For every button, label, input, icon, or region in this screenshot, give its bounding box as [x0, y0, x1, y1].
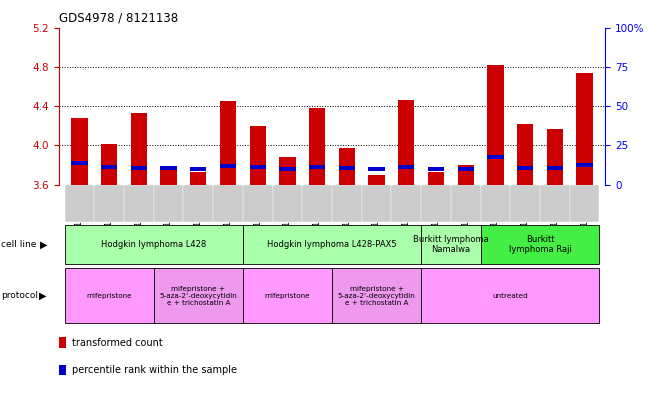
Bar [249, 126, 266, 185]
Bar [124, 185, 154, 222]
Bar [540, 185, 570, 222]
Bar [160, 170, 176, 185]
Text: untreated: untreated [492, 293, 528, 299]
Text: percentile rank within the sample: percentile rank within the sample [72, 365, 236, 375]
Bar [547, 166, 563, 170]
Bar [273, 185, 302, 222]
Bar [64, 185, 94, 222]
Bar [243, 185, 273, 222]
Bar [309, 165, 326, 169]
Text: ▶: ▶ [40, 240, 48, 250]
Bar [94, 185, 124, 222]
Bar [279, 157, 296, 185]
Bar [488, 156, 504, 159]
Bar [517, 124, 533, 185]
Bar [332, 185, 362, 222]
Bar [368, 167, 385, 171]
Bar [220, 164, 236, 168]
Bar [547, 129, 563, 185]
Text: mifepristone +
5-aza-2'-deoxycytidin
e + trichostatin A: mifepristone + 5-aza-2'-deoxycytidin e +… [338, 286, 415, 306]
Bar [279, 167, 296, 171]
Bar [220, 101, 236, 185]
Bar [428, 167, 444, 171]
Bar [154, 185, 184, 222]
Bar [517, 166, 533, 170]
Text: mifepristone: mifepristone [87, 293, 132, 299]
Bar [213, 185, 243, 222]
Bar [391, 185, 421, 222]
Bar [243, 225, 421, 264]
Bar [190, 172, 206, 185]
Bar [64, 225, 243, 264]
Text: ▶: ▶ [39, 291, 47, 301]
Bar [368, 175, 385, 185]
Text: mifepristone +
5-aza-2'-deoxycytidin
e + trichostatin A: mifepristone + 5-aza-2'-deoxycytidin e +… [159, 286, 237, 306]
Bar [398, 100, 415, 185]
Bar [190, 167, 206, 171]
Bar [576, 73, 593, 185]
Bar [131, 166, 147, 170]
Text: Burkitt
lymphoma Raji: Burkitt lymphoma Raji [508, 235, 572, 254]
Bar [451, 185, 480, 222]
Bar [570, 185, 600, 222]
Text: Burkitt lymphoma
Namalwa: Burkitt lymphoma Namalwa [413, 235, 489, 254]
Bar [332, 268, 421, 323]
Bar [421, 225, 480, 264]
Text: GDS4978 / 8121138: GDS4978 / 8121138 [59, 12, 178, 25]
Bar [154, 268, 243, 323]
Text: protocol: protocol [1, 291, 38, 300]
Bar [64, 268, 154, 323]
Bar [302, 185, 332, 222]
Text: transformed count: transformed count [72, 338, 162, 348]
Bar [480, 185, 510, 222]
Bar [458, 167, 474, 171]
Text: mifepristone: mifepristone [264, 293, 311, 299]
Bar [184, 185, 213, 222]
Bar [339, 166, 355, 170]
Bar [160, 166, 176, 170]
Bar [480, 225, 600, 264]
Bar [458, 165, 474, 185]
Bar [101, 144, 117, 185]
Text: Hodgkin lymphoma L428: Hodgkin lymphoma L428 [101, 240, 206, 249]
Bar [243, 268, 332, 323]
Bar [101, 165, 117, 169]
Bar [576, 163, 593, 167]
Text: Hodgkin lymphoma L428-PAX5: Hodgkin lymphoma L428-PAX5 [267, 240, 397, 249]
Bar [428, 172, 444, 185]
Bar [421, 268, 600, 323]
Bar [131, 113, 147, 185]
Bar [398, 165, 415, 169]
Bar [309, 108, 326, 185]
Bar [510, 185, 540, 222]
Bar [71, 162, 88, 165]
Bar [249, 165, 266, 169]
Bar [71, 118, 88, 185]
Bar [488, 65, 504, 185]
Bar [339, 148, 355, 185]
Bar [421, 185, 451, 222]
Bar [362, 185, 391, 222]
Text: cell line: cell line [1, 240, 36, 249]
